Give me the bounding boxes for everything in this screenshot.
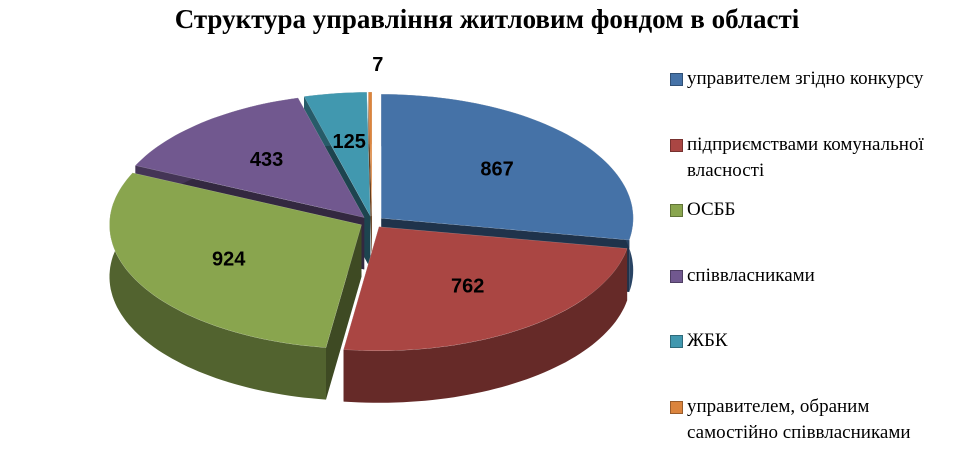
legend-label: підприємствами комунальної власності bbox=[687, 133, 924, 181]
pie-slice-top bbox=[303, 91, 371, 217]
data-label: 867 bbox=[480, 159, 513, 181]
legend-swatch bbox=[670, 400, 683, 414]
legend-item: підприємствами комунальної власності bbox=[670, 132, 960, 184]
legend-label: управителем згідно конкурсу bbox=[687, 68, 924, 89]
legend-label: співвласниками bbox=[687, 264, 815, 286]
data-label: 924 bbox=[212, 249, 246, 271]
legend-label: ЖБК bbox=[687, 330, 728, 351]
legend-swatch bbox=[670, 269, 683, 283]
legend-swatch bbox=[670, 138, 683, 152]
pie-slice-top bbox=[343, 226, 628, 352]
legend-item: співвласниками bbox=[670, 263, 960, 289]
pie-slice-top bbox=[368, 91, 373, 217]
legend-label: ОСББ bbox=[687, 199, 736, 220]
pie-slice-top bbox=[380, 93, 634, 241]
legend-label: управителем, обраним самостійно співвлас… bbox=[687, 395, 911, 443]
legend-swatch bbox=[670, 73, 683, 86]
pie-chart: 867 762 924 433 125 7 bbox=[109, 54, 634, 403]
legend-item: управителем згідно конкурсу bbox=[670, 66, 960, 92]
pie-slice-top bbox=[109, 172, 362, 348]
legend-swatch bbox=[670, 335, 683, 348]
pie-slice-side bbox=[109, 172, 326, 400]
data-label: 433 bbox=[250, 149, 283, 171]
legend-swatch bbox=[670, 204, 683, 217]
pie-slice-top bbox=[134, 97, 365, 218]
legend-item: управителем, обраним самостійно співвлас… bbox=[670, 394, 960, 446]
data-label: 762 bbox=[451, 275, 484, 297]
legend-item: ЖБК bbox=[670, 328, 960, 354]
chart-title: Структура управління житловим фондом в о… bbox=[174, 4, 800, 34]
data-label: 125 bbox=[333, 131, 366, 153]
data-label: 7 bbox=[372, 54, 383, 76]
pie-slice-side bbox=[343, 248, 628, 403]
legend-item: ОСББ bbox=[670, 197, 960, 223]
